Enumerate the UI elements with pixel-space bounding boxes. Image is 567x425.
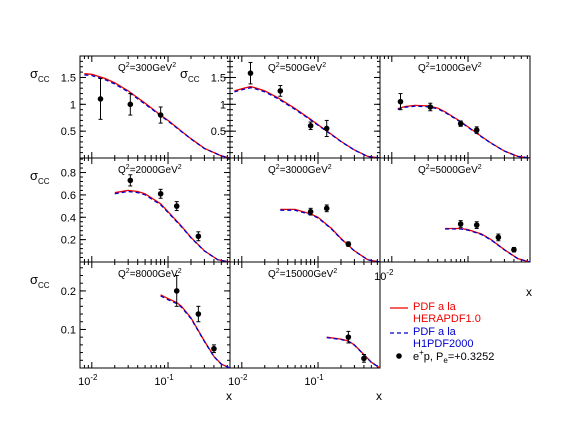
y-axis-label: σCC — [30, 168, 50, 186]
data-point — [307, 208, 314, 215]
y-tick-label: 0.5 — [211, 126, 226, 138]
legend-herapdf-label: HERAPDF1.0 — [413, 313, 481, 325]
y-tick-label: 0.2 — [61, 235, 76, 247]
h1pdf-curve — [114, 190, 230, 262]
data-point — [157, 112, 164, 118]
x-tick-label: 10-1 — [304, 373, 324, 388]
q2-label: Q2=3000GeV2 — [268, 164, 332, 176]
data-point — [277, 88, 284, 94]
y-tick-label: 0.4 — [61, 212, 76, 224]
data-point — [495, 234, 502, 241]
panel-q2-15000: Q2=15000GeV2 — [229, 261, 381, 369]
q2-label: Q2=300GeV2 — [118, 62, 176, 74]
legend-data-marker — [396, 353, 402, 359]
herapdf-curve — [160, 294, 230, 368]
y-tick-label: 0.6 — [61, 190, 76, 202]
data-point — [427, 104, 434, 110]
legend-h1pdf-label: H1PDF2000 — [413, 338, 474, 350]
data-point — [457, 221, 464, 227]
data-point — [127, 101, 134, 108]
h1pdf-curve — [280, 209, 380, 262]
data-point — [345, 241, 352, 247]
herapdf-curve — [114, 189, 230, 262]
data-point — [173, 288, 180, 294]
h1pdf-curve — [326, 336, 380, 368]
y-tick-label: 1.5 — [61, 72, 76, 84]
herapdf-curve — [397, 104, 530, 158]
panel-q2-3000: Q2=3000GeV2 — [229, 157, 381, 263]
x-tick-label: 10-2 — [374, 268, 394, 283]
data-point — [457, 120, 464, 127]
herapdf-curve — [280, 208, 380, 262]
y-tick-label: 0.2 — [61, 286, 76, 298]
q2-label: Q2=15000GeV2 — [268, 268, 337, 280]
herapdf-curve — [234, 85, 380, 158]
data-point — [397, 98, 404, 105]
x-axis-label: x — [226, 389, 232, 403]
h1pdf-curve — [397, 105, 530, 158]
q2-label: Q2=5000GeV2 — [418, 164, 482, 176]
q2-label: Q2=500GeV2 — [268, 62, 326, 74]
h1pdf-curve — [160, 295, 230, 368]
q2-label: Q2=1000GeV2 — [418, 62, 482, 74]
herapdf-curve — [445, 227, 530, 262]
panel-frame — [379, 157, 531, 263]
panel-q2-2000: 0.2 0.4 0.6 0.8 Q2=2000GeV2 σCC — [30, 157, 231, 263]
herapdf-curve — [84, 73, 230, 158]
data-point — [173, 203, 180, 209]
data-point — [361, 355, 367, 362]
data-point — [323, 205, 330, 212]
x-axis-label: x — [526, 285, 532, 299]
data-point — [127, 177, 134, 184]
x-axis-label: x — [376, 389, 382, 403]
legend-herapdf-label: PDF a la — [413, 301, 457, 313]
data-point — [157, 190, 164, 197]
data-point — [307, 122, 314, 129]
y-tick-label: 1 — [70, 99, 76, 111]
data-point — [473, 222, 480, 228]
panel-q2-1000: Q2=1000GeV2 — [379, 55, 531, 159]
data-point — [511, 246, 517, 253]
data-point — [345, 334, 352, 340]
data-point — [97, 96, 104, 102]
y-tick-label: 1.5 — [211, 72, 226, 84]
h1pdf-curve — [445, 228, 530, 262]
legend-h1pdf-label: PDF a la — [413, 326, 457, 338]
panel-q2-8000: 0.1 0.2 Q2=8000GeV2 σCC — [30, 261, 231, 369]
y-tick-label: 0.5 — [61, 126, 76, 138]
data-point — [247, 70, 254, 76]
y-tick-label: 0.1 — [61, 324, 76, 336]
y-axis-label: σCC — [180, 66, 200, 84]
y-axis-label: σCC — [30, 66, 50, 84]
data-point — [473, 127, 480, 133]
y-tick-label: 0.8 — [61, 168, 76, 180]
panel-q2-5000: Q2=5000GeV2 — [379, 157, 531, 263]
panel-frame — [229, 261, 381, 369]
h1pdf-curve — [84, 74, 230, 158]
data-point — [211, 345, 217, 352]
data-point — [195, 233, 202, 240]
q2-label: Q2=8000GeV2 — [118, 268, 182, 280]
q2-label: Q2=2000GeV2 — [118, 164, 182, 176]
data-point — [323, 125, 330, 132]
panel-q2-300: 0.5 1 1.5 Q2=300GeV2 σCC — [30, 55, 231, 159]
y-tick-label: 1 — [220, 99, 226, 111]
y-axis-label: σCC — [30, 272, 50, 290]
x-tick-label: 10-2 — [228, 373, 248, 388]
data-point — [195, 311, 202, 317]
legend-data-label: e+p, Pe=+0.3252 — [413, 348, 494, 365]
panel-q2-500: 0.5 1 1.5 Q2=500GeV2 σCC — [180, 55, 381, 159]
herapdf-curve — [326, 336, 380, 368]
x-tick-label: 10-1 — [154, 373, 174, 388]
h1pdf-curve — [234, 87, 380, 158]
x-tick-label: 10-2 — [78, 373, 98, 388]
